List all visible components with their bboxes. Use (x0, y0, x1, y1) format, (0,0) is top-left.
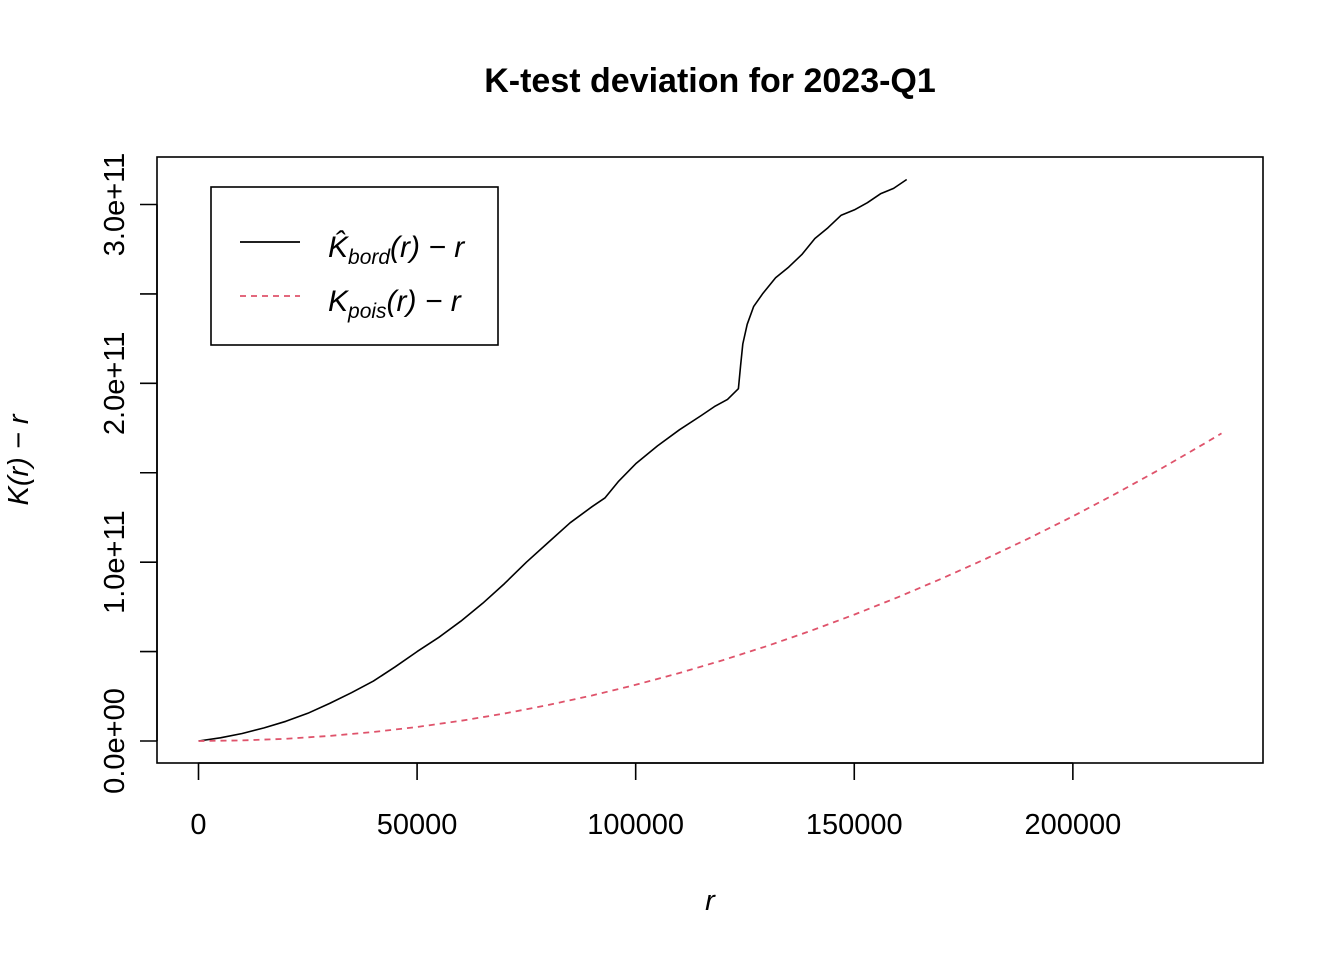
x-axis-label: r (705, 885, 716, 917)
legend-label-sub: bord (348, 246, 391, 269)
legend-box (210, 186, 499, 346)
y-tick-label: 2.0e+11 (99, 332, 131, 435)
x-tick-label: 200000 (1024, 809, 1121, 841)
chart-title: K-test deviation for 2023-Q1 (484, 62, 936, 100)
y-axis: 0.0e+00 1.0e+11 2.0e+11 3.0e+11 (99, 153, 158, 794)
series-layer (198, 178, 1222, 742)
x-tick-label: 50000 (377, 809, 458, 841)
series-line-pois (198, 432, 1222, 742)
y-tick-label: 0.0e+00 (99, 688, 131, 794)
y-tick-label: 3.0e+11 (99, 153, 131, 256)
legend-label-pois: Kpois(r) − r (328, 285, 462, 323)
x-tick-label: 150000 (806, 809, 903, 841)
x-tick-label: 0 (190, 809, 206, 841)
legend-label-main: K (328, 285, 350, 318)
legend-label-main: K̂ (328, 231, 350, 264)
legend-label-tail: (r) − r (387, 285, 462, 318)
legend-label-sub: pois (347, 300, 387, 323)
y-tick-label: 1.0e+11 (99, 510, 131, 613)
y-axis-label: K(r) − r (3, 413, 35, 505)
legend-label-tail: (r) − r (390, 231, 465, 264)
legend-label-bord: K̂bord(r) − r (328, 231, 465, 269)
series-line-bord (198, 178, 908, 742)
x-tick-label: 100000 (587, 809, 684, 841)
x-axis: 0 50000 100000 150000 200000 (190, 762, 1121, 841)
